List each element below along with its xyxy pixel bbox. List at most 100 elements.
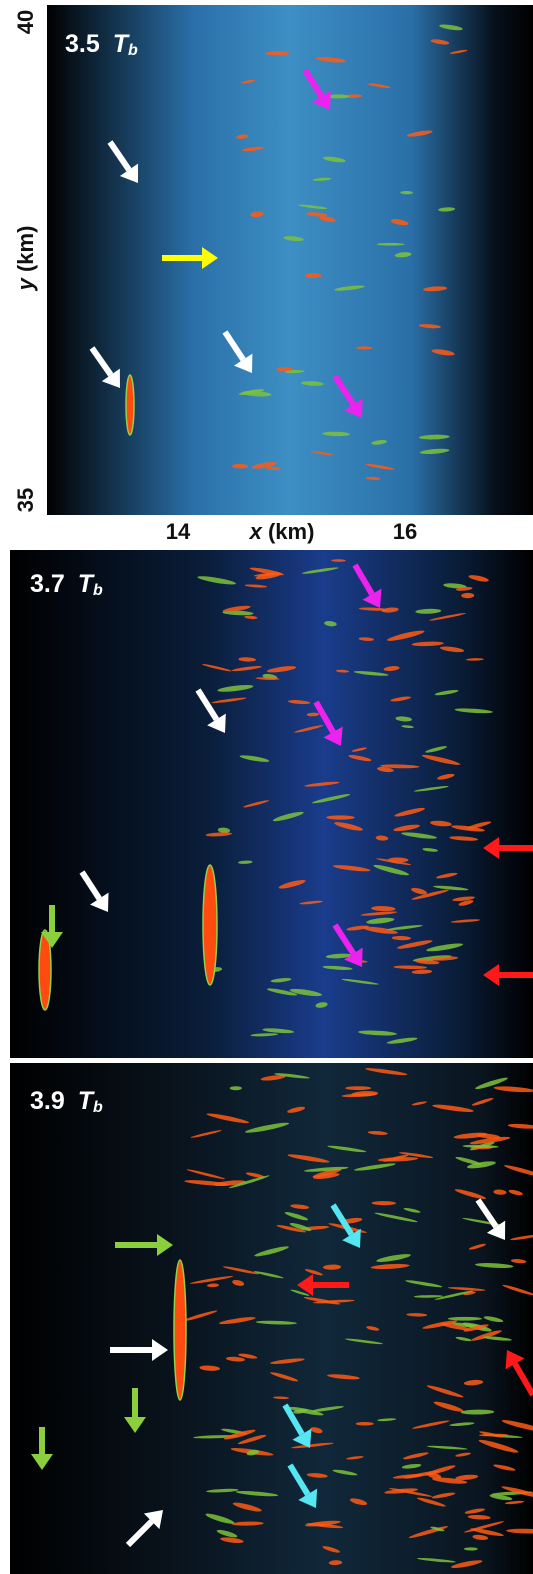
arrow-head	[486, 1220, 506, 1240]
filament	[463, 1291, 476, 1296]
filament	[125, 374, 135, 436]
filament	[463, 1521, 505, 1533]
filament	[202, 864, 218, 986]
filament	[237, 1434, 267, 1445]
filament	[216, 1529, 238, 1538]
arrow-head	[344, 947, 363, 967]
filament	[366, 917, 395, 924]
filament	[301, 567, 339, 574]
filament	[377, 1418, 397, 1422]
filament	[273, 1396, 290, 1400]
filament	[238, 657, 256, 662]
filament	[298, 204, 328, 209]
filament	[447, 1287, 486, 1291]
filament	[478, 1433, 509, 1437]
filament	[453, 1132, 488, 1139]
filament	[217, 827, 231, 833]
filament	[430, 956, 459, 961]
filament	[418, 324, 441, 329]
arrow-shaft	[352, 563, 375, 596]
filament	[431, 349, 455, 356]
filament	[462, 1144, 499, 1149]
filament	[353, 671, 389, 676]
filament	[474, 1263, 514, 1268]
filament	[254, 1246, 289, 1257]
filament	[229, 1086, 242, 1091]
filament	[428, 612, 467, 621]
filament	[328, 1560, 343, 1566]
filament	[419, 448, 450, 455]
filament	[412, 1420, 450, 1429]
filament	[243, 800, 270, 808]
filament	[255, 677, 280, 680]
filament	[304, 1269, 323, 1276]
filament	[239, 755, 270, 762]
filament	[327, 1374, 360, 1380]
filament	[426, 943, 464, 952]
panel-label: 3.7 Tb	[30, 570, 103, 600]
filament	[386, 630, 425, 641]
filament	[311, 451, 333, 456]
filament	[274, 1073, 310, 1079]
filament	[276, 367, 293, 372]
filament	[393, 965, 427, 970]
filament	[455, 1452, 471, 1457]
filament	[299, 900, 323, 905]
filament	[205, 832, 233, 837]
filament	[283, 236, 304, 242]
filament	[510, 1234, 533, 1241]
filament	[392, 1473, 424, 1479]
filament	[421, 754, 461, 765]
filament	[306, 1473, 328, 1478]
arrow-head	[292, 1428, 312, 1448]
filament	[306, 712, 320, 717]
filament	[386, 925, 423, 931]
filament	[322, 431, 350, 437]
filament	[287, 1154, 330, 1163]
filament	[455, 1474, 479, 1480]
y-tick-label: 40	[13, 10, 38, 34]
arrow-head	[202, 247, 218, 269]
arrow-shaft	[330, 1203, 355, 1237]
filament	[238, 1353, 258, 1359]
filament	[182, 1310, 218, 1322]
filament	[395, 716, 412, 722]
arrow-head	[344, 398, 363, 418]
filament	[366, 1326, 380, 1331]
arrow-head	[101, 368, 120, 388]
filament	[244, 584, 268, 588]
arrow-shaft	[195, 688, 220, 722]
filament	[353, 1163, 396, 1171]
filament	[186, 1169, 226, 1180]
filament	[346, 1456, 364, 1460]
filament	[438, 207, 456, 212]
filament	[411, 887, 428, 895]
filament	[217, 684, 254, 692]
arrow-head	[483, 964, 499, 986]
filament	[291, 1442, 334, 1449]
filament	[466, 821, 492, 829]
filament	[331, 559, 346, 562]
filament	[377, 1157, 419, 1162]
arrow-shaft	[282, 1403, 305, 1436]
filament	[431, 1492, 456, 1499]
arrow-head	[234, 353, 253, 373]
filament	[272, 811, 304, 822]
filament	[471, 1097, 494, 1106]
filament	[422, 847, 438, 852]
filament	[465, 658, 484, 661]
arrow-head	[362, 588, 382, 608]
filament	[394, 252, 412, 258]
filament	[294, 725, 324, 733]
filament	[232, 1502, 262, 1512]
filament	[365, 1068, 408, 1076]
filament	[311, 1406, 344, 1412]
panel-2-band	[10, 550, 533, 1058]
filament	[472, 1534, 489, 1540]
filament	[437, 773, 455, 780]
filament	[322, 1546, 340, 1553]
filament	[205, 1513, 235, 1524]
filament	[430, 39, 450, 45]
filament	[265, 51, 290, 56]
filament	[206, 1283, 220, 1288]
